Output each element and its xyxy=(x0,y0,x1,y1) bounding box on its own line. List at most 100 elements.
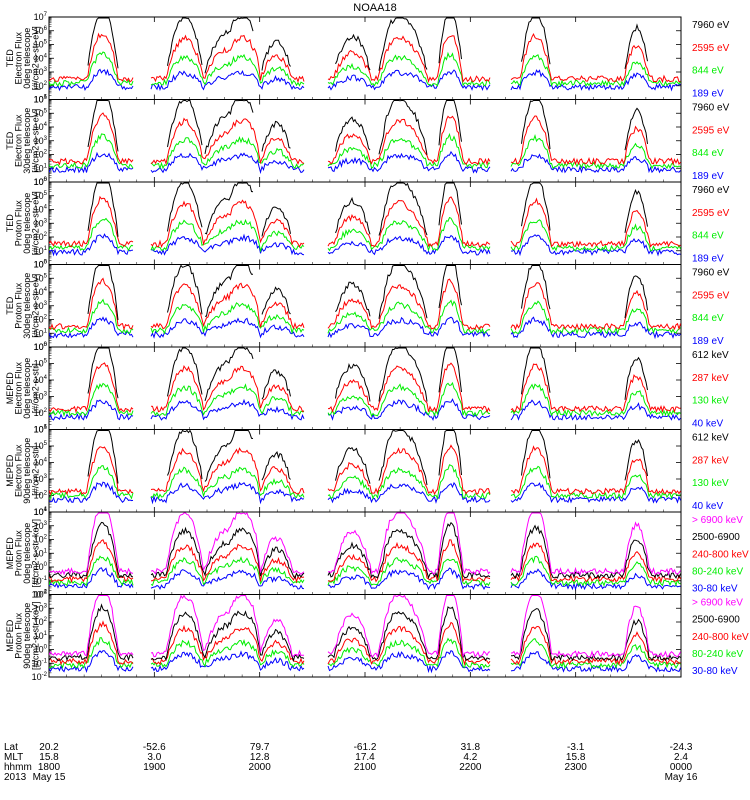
y-tick-label: 101 xyxy=(34,631,48,641)
y-tick-label: 10-2 xyxy=(32,672,48,682)
y-tick-label: 104 xyxy=(34,507,48,517)
legend-entry: 7960 eV xyxy=(692,185,730,196)
y-label-line: MEPED xyxy=(5,372,15,405)
footer-mlt-value: 12.8 xyxy=(250,752,270,763)
series-trace xyxy=(49,112,681,166)
footer-hhmm-value: 2300 xyxy=(565,762,588,773)
legend-entry: 844 eV xyxy=(692,313,724,324)
y-label-line: Proton Flux xyxy=(14,282,24,329)
footer-hhmm-value: 0000 xyxy=(670,762,693,773)
y-tick-label: 104 xyxy=(34,287,48,297)
series-trace xyxy=(49,316,681,340)
legend: 7960 eV 2595 eV 844 eV 189 eV xyxy=(692,103,730,183)
series-trace xyxy=(49,298,681,335)
y-tick-label: 106 xyxy=(34,95,48,105)
y-label-line: 0deg telescope xyxy=(22,523,32,584)
footer-mlt-value: 2.4 xyxy=(674,752,688,763)
series-trace xyxy=(49,512,681,576)
y-tick-label: 102 xyxy=(34,491,48,501)
legend-entry: 189 eV xyxy=(692,89,724,100)
footer-row-label: 2013 xyxy=(4,772,27,783)
series-trace xyxy=(49,398,681,422)
footer-lat-value: 79.7 xyxy=(250,742,270,753)
y-tick-label: 104 xyxy=(34,458,48,468)
footer-date-start: May 15 xyxy=(33,772,66,783)
y-tick-label: 103 xyxy=(34,521,48,531)
y-label-line: MEPED xyxy=(5,454,15,487)
y-tick-label: 106 xyxy=(34,177,48,187)
legend-entry: 130 keV xyxy=(692,478,729,489)
series-trace xyxy=(49,539,681,584)
legend-entry: 189 eV xyxy=(692,336,724,347)
x-ticks xyxy=(48,347,682,430)
legend-entry: 7960 eV xyxy=(692,103,730,114)
y-tick-label: 101 xyxy=(34,163,48,173)
legend-entry: 7960 eV xyxy=(692,20,730,31)
traces xyxy=(49,429,681,505)
y-ticks: 10-2 10-1 100 101 102 103 104 xyxy=(32,507,681,600)
footer-lat-value: 31.8 xyxy=(461,742,481,753)
y-tick-label: 103 xyxy=(34,301,48,311)
footer-mlt-value: 3.0 xyxy=(147,752,161,763)
y-tick-label: 105 xyxy=(34,441,48,451)
footer-row-label: hhmm xyxy=(4,762,32,773)
series-trace xyxy=(49,216,681,253)
legend-entry: 40 keV xyxy=(692,501,723,512)
y-label-line: [#/cm2-s-str-eV] xyxy=(31,109,41,173)
y-tick-label: 103 xyxy=(34,67,48,77)
y-tick-label: 106 xyxy=(34,425,48,435)
legend-entry: 80-240 keV xyxy=(692,649,743,660)
y-tick-label: 104 xyxy=(34,122,48,132)
legend-entry: 844 eV xyxy=(692,148,724,159)
y-tick-label: 101 xyxy=(34,548,48,558)
series-trace xyxy=(49,603,681,663)
footer-row-label: Lat xyxy=(4,742,18,753)
legend: > 6900 keV 2500-6900 240-800 keV 80-240 keV… xyxy=(692,598,749,678)
legend-entry: 2595 eV xyxy=(692,125,730,136)
legend: > 6900 keV 2500-6900 240-800 keV 80-240 keV… xyxy=(692,515,749,595)
y-tick-label: 104 xyxy=(34,590,48,600)
series-trace xyxy=(49,195,681,248)
series-trace xyxy=(49,32,681,84)
legend-entry: 189 eV xyxy=(692,254,724,265)
legend: 612 keV 287 keV 130 keV 40 keV xyxy=(692,433,729,513)
legend-entry: 7960 eV xyxy=(692,268,730,279)
y-tick-label: 105 xyxy=(34,40,48,50)
y-label-line: TED xyxy=(5,214,15,233)
legend-entry: 2595 eV xyxy=(692,290,730,301)
y-label-line: [#/cm2-s-str-keV] xyxy=(31,601,41,670)
series-trace xyxy=(49,650,681,674)
legend-entry: 2500-6900 xyxy=(692,615,740,626)
y-label-line: TED xyxy=(5,49,15,68)
series-trace xyxy=(87,264,648,321)
footer-mlt-value: 4.2 xyxy=(463,752,477,763)
footer-row-label: MLT xyxy=(4,752,23,763)
footer-lat-value: -3.1 xyxy=(567,742,585,753)
series-trace xyxy=(87,100,648,155)
series-trace xyxy=(49,555,681,587)
legend: 7960 eV 2595 eV 844 eV 189 eV xyxy=(692,185,730,265)
legend: 612 keV 287 keV 130 keV 40 keV xyxy=(692,350,729,430)
x-ticks xyxy=(48,594,682,677)
y-tick-label: 102 xyxy=(34,232,48,242)
series-trace xyxy=(87,182,648,237)
series-trace xyxy=(49,620,681,666)
series-trace xyxy=(49,594,681,659)
legend-entry: 240-800 keV xyxy=(692,549,749,560)
series-trace xyxy=(49,233,681,257)
y-label-line: 90deg telescope xyxy=(22,438,32,504)
y-label-line: Electron Flux xyxy=(14,114,24,167)
legend-entry: 2595 eV xyxy=(692,208,730,219)
y-tick-label: 10-2 xyxy=(32,590,48,600)
legend-entry: 189 eV xyxy=(692,171,724,182)
legend-entry: 287 keV xyxy=(692,373,729,384)
y-tick-label: 105 xyxy=(34,273,48,283)
